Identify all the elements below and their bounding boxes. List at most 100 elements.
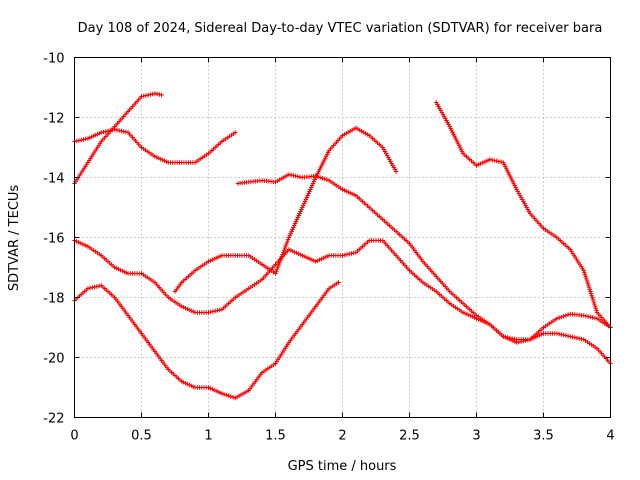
data-point <box>393 169 399 174</box>
data-point <box>592 301 597 307</box>
data-series <box>72 91 613 401</box>
data-point <box>582 270 587 275</box>
data-point <box>556 315 562 320</box>
data-point <box>290 227 295 232</box>
data-point <box>317 175 323 180</box>
data-point <box>563 313 569 318</box>
data-point <box>284 241 289 247</box>
y-tick-label: -14 <box>43 172 64 187</box>
data-point <box>320 176 325 181</box>
data-point <box>310 181 316 186</box>
data-point <box>300 203 306 208</box>
series-track-6 <box>172 125 399 294</box>
x-tick-label: 2.5 <box>399 429 420 444</box>
data-point <box>312 177 318 182</box>
data-point <box>300 205 305 210</box>
data-point <box>286 235 292 240</box>
data-point <box>278 256 284 261</box>
data-point <box>292 223 297 228</box>
series-track-7 <box>434 100 613 330</box>
data-point <box>584 276 589 282</box>
data-point <box>588 289 593 294</box>
chart-title: Day 108 of 2024, Sidereal Day-to-day VTE… <box>78 21 603 36</box>
data-point <box>224 392 229 398</box>
data-point <box>275 264 281 270</box>
data-point <box>307 189 312 194</box>
data-point <box>592 304 598 309</box>
data-point <box>288 231 293 236</box>
data-point <box>278 258 283 263</box>
data-point <box>305 193 310 198</box>
data-point <box>221 392 227 397</box>
data-point <box>587 287 592 292</box>
data-point <box>594 308 599 313</box>
data-point <box>554 316 560 321</box>
series-track-2 <box>72 127 238 165</box>
x-tick-label: 0.5 <box>131 429 152 444</box>
data-point <box>226 393 231 398</box>
x-tick-label: 2 <box>338 429 346 444</box>
data-point <box>586 283 591 288</box>
data-point <box>228 394 234 399</box>
x-tick-label: 3.5 <box>533 429 554 444</box>
data-point <box>584 278 590 284</box>
data-point <box>322 176 327 182</box>
data-point <box>561 314 566 319</box>
y-tick-label: -18 <box>43 292 64 307</box>
series-track-3 <box>235 172 613 342</box>
data-point <box>296 213 301 218</box>
data-point <box>297 211 302 216</box>
data-point <box>219 391 225 396</box>
y-axis-label: SDTVAR / TECUs <box>7 185 22 292</box>
data-point <box>336 280 341 285</box>
data-point <box>311 179 317 184</box>
data-point <box>590 295 595 300</box>
data-point <box>287 233 292 238</box>
data-point <box>279 254 285 259</box>
data-point <box>581 268 586 273</box>
y-tick-label: -20 <box>43 352 64 367</box>
y-tick-label: -22 <box>43 412 64 427</box>
data-point <box>583 274 588 279</box>
data-point <box>281 250 286 255</box>
data-point <box>233 130 238 135</box>
data-point <box>591 299 596 305</box>
x-tick-label: 1.5 <box>265 429 286 444</box>
x-axis-label: GPS time / hours <box>288 459 397 474</box>
series-track-1 <box>72 91 164 186</box>
data-point <box>277 260 282 266</box>
series-track-5 <box>72 280 341 401</box>
data-point <box>308 187 313 192</box>
data-point <box>559 314 564 320</box>
data-point <box>285 237 291 242</box>
data-point <box>306 191 311 196</box>
y-tick-label: -10 <box>43 52 64 67</box>
x-tick-label: 1 <box>204 429 212 444</box>
data-point <box>293 219 299 224</box>
data-point <box>301 201 307 206</box>
data-point <box>285 239 290 244</box>
data-point <box>586 285 592 290</box>
x-tick-label: 4 <box>606 429 614 444</box>
grid <box>74 57 611 418</box>
data-point <box>289 229 294 234</box>
data-point <box>283 243 288 249</box>
data-point <box>276 262 281 268</box>
data-point <box>299 207 304 212</box>
data-point <box>273 271 278 276</box>
data-point <box>280 252 285 257</box>
data-point <box>274 269 279 274</box>
y-tick-label: -12 <box>43 112 64 127</box>
data-point <box>589 293 594 298</box>
data-point <box>304 195 309 200</box>
data-point <box>565 312 571 317</box>
data-point <box>274 267 280 272</box>
data-point <box>295 215 301 220</box>
y-tick-label: -16 <box>43 232 64 247</box>
data-point <box>294 217 300 222</box>
data-point <box>298 209 303 214</box>
data-point <box>588 291 594 296</box>
data-point <box>309 183 315 188</box>
data-point <box>159 92 164 98</box>
